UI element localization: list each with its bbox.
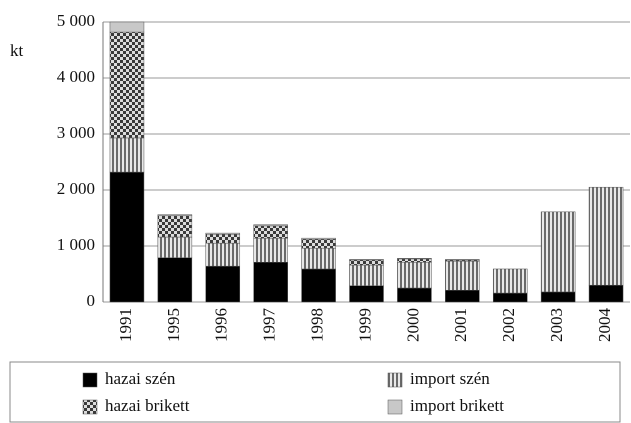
bar-segment — [205, 265, 241, 303]
y-tick-label: 2 000 — [57, 179, 95, 198]
bar-segment — [109, 21, 145, 33]
bar-segment — [397, 258, 432, 263]
bar-segment — [540, 291, 576, 303]
bar-segment — [253, 224, 288, 227]
bar-segment — [540, 211, 576, 293]
x-tick-label: 2002 — [499, 308, 518, 342]
x-tick-label: 1997 — [260, 308, 279, 343]
bar-segment — [445, 259, 480, 261]
x-tick-label: 1995 — [164, 308, 183, 342]
x-tick-label: 1991 — [116, 308, 135, 342]
bar-segment — [397, 258, 432, 260]
bar-segment — [445, 289, 480, 303]
bar-segment — [157, 214, 193, 217]
legend-label: import brikett — [410, 396, 504, 415]
x-tick-label: 2000 — [403, 308, 422, 342]
y-axis-label: kt — [10, 41, 24, 60]
legend-box — [9, 361, 621, 423]
y-tick-label: 0 — [87, 291, 96, 310]
bar-segment — [157, 236, 193, 259]
bar-segment — [349, 259, 384, 261]
bar-segment — [349, 264, 384, 287]
bar-segment — [253, 261, 288, 303]
bar-segment — [445, 260, 480, 291]
x-tick-label: 2003 — [547, 308, 566, 342]
y-tick-label: 1 000 — [57, 235, 95, 254]
bar-segment — [588, 186, 624, 286]
bar-segment — [205, 232, 241, 235]
y-tick-label: 4 000 — [57, 67, 95, 86]
bar-segment — [397, 287, 432, 303]
bar-segment — [301, 239, 336, 249]
bar-segment — [109, 171, 145, 303]
bar-segment — [253, 225, 288, 239]
bar-segment — [301, 268, 336, 303]
legend-swatch — [387, 372, 403, 388]
x-tick-label: 1999 — [355, 308, 374, 342]
y-tick-label: 5 000 — [57, 11, 95, 30]
bar-segment — [349, 285, 384, 303]
bar-segment — [301, 237, 336, 240]
bar-segment — [157, 215, 193, 238]
x-tick-label: 1998 — [307, 308, 326, 342]
x-tick-label: 2004 — [595, 308, 614, 343]
bar-segment — [205, 233, 241, 244]
bar-segment — [492, 292, 528, 303]
legend-label: hazai brikett — [105, 396, 190, 415]
y-tick-label: 3 000 — [57, 123, 95, 142]
legend-label: import szén — [410, 369, 490, 388]
bar-segment — [109, 31, 145, 139]
legend-swatch — [82, 372, 98, 388]
bar-segment — [397, 261, 432, 289]
x-tick-label: 2001 — [451, 308, 470, 342]
bar-segment — [205, 242, 241, 267]
bar-segment — [301, 247, 336, 270]
legend-swatch — [82, 399, 98, 415]
legend-swatch — [387, 399, 403, 415]
x-tick-label: 1996 — [212, 308, 231, 342]
bar-segment — [157, 257, 193, 303]
bar-segment — [349, 259, 384, 266]
bar-segment — [588, 284, 624, 303]
bar-segment — [492, 268, 528, 294]
bar-segment — [253, 237, 288, 263]
bar-segment — [109, 137, 145, 173]
legend-label: hazai szén — [105, 369, 176, 388]
